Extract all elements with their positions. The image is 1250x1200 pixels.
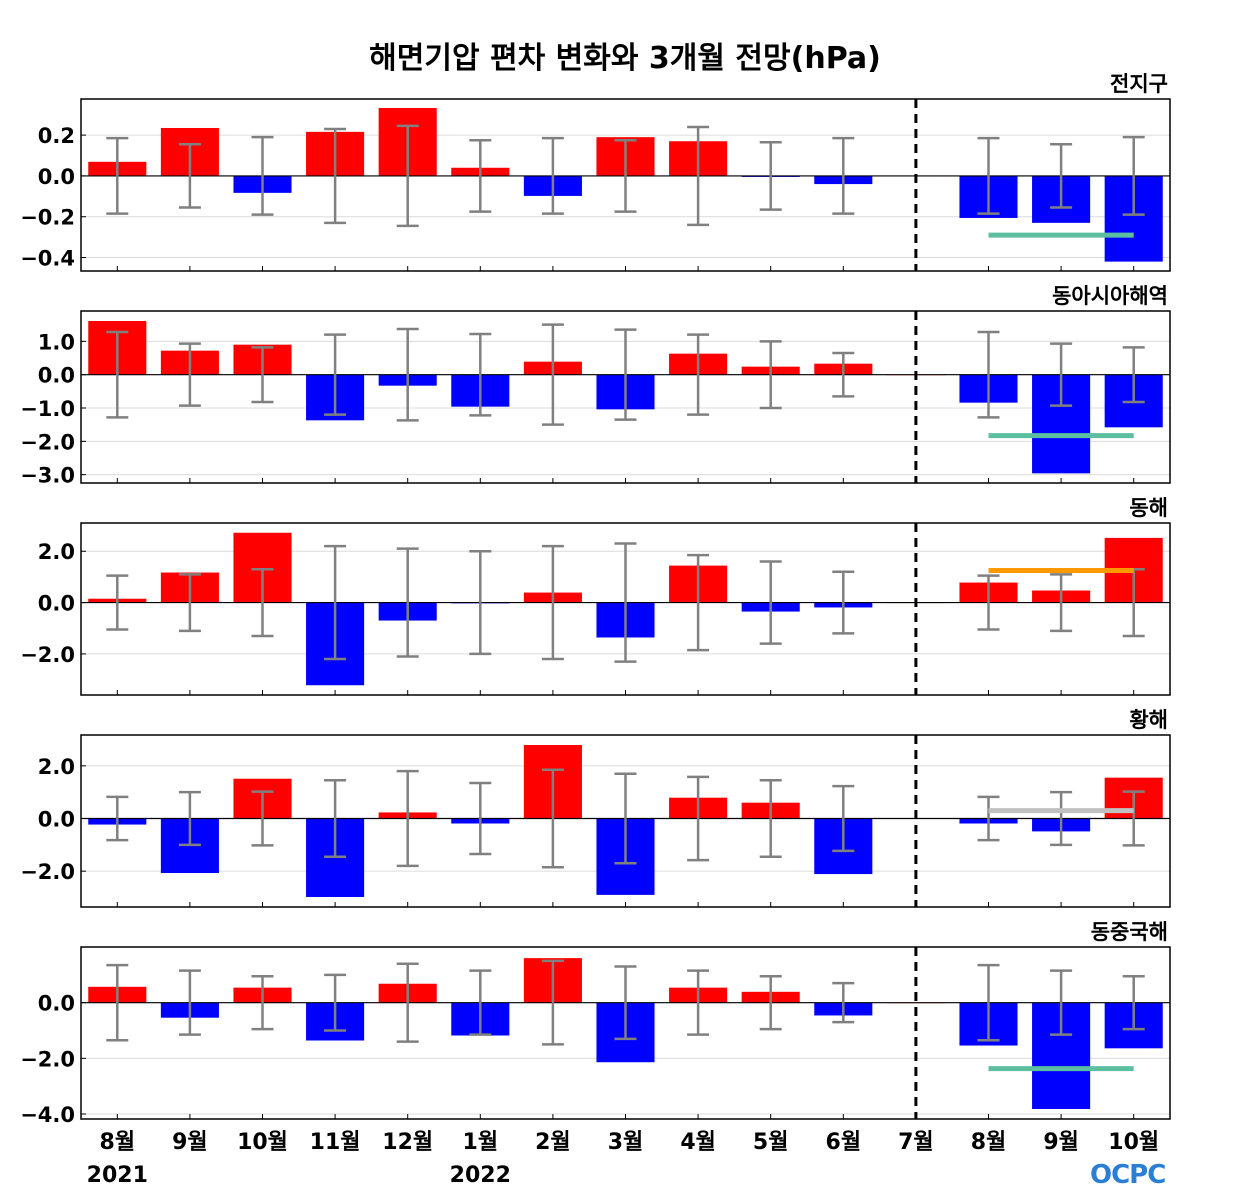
year-label: 2021 — [87, 1163, 148, 1188]
y-tick-label: −0.2 — [20, 206, 75, 230]
y-tick-label: 0.0 — [38, 992, 75, 1016]
panel-frame — [80, 946, 1171, 1120]
y-tick-label: 2.0 — [38, 540, 75, 564]
y-tick-label: −2.0 — [20, 643, 75, 667]
y-tick-label: −1.0 — [20, 397, 75, 421]
panel-frame — [80, 522, 1171, 696]
x-tick-label: 9월 — [172, 1130, 208, 1155]
panel-frame — [80, 310, 1171, 484]
y-tick-label: 0.0 — [38, 592, 75, 616]
y-tick-label: 1.0 — [38, 330, 75, 354]
panel-title: 황해 — [1129, 708, 1168, 732]
panel-title: 전지구 — [1110, 72, 1168, 96]
panel-frame — [80, 98, 1171, 272]
x-tick-label: 8월 — [100, 1130, 136, 1155]
panel-title: 동아시아해역 — [1052, 284, 1168, 308]
y-tick-label: −2.0 — [20, 430, 75, 454]
x-tick-label: 9월 — [1043, 1130, 1079, 1155]
x-tick-label: 5월 — [753, 1130, 789, 1155]
x-tick-label: 10월 — [237, 1130, 288, 1155]
y-tick-label: −2.0 — [20, 860, 75, 884]
panel-title: 동중국해 — [1091, 920, 1168, 944]
y-tick-label: −2.0 — [20, 1047, 75, 1071]
x-tick-label: 1월 — [463, 1130, 499, 1155]
panel-frame — [80, 734, 1171, 908]
x-tick-label: 3월 — [608, 1130, 644, 1155]
ocpc-logo: OCPC — [1090, 1160, 1166, 1190]
y-tick-label: 0.0 — [38, 165, 75, 189]
panel-title: 동해 — [1129, 496, 1168, 520]
x-tick-label: 12월 — [382, 1130, 433, 1155]
y-tick-label: 0.0 — [38, 807, 75, 831]
y-tick-label: −3.0 — [20, 464, 75, 488]
x-tick-label: 10월 — [1108, 1130, 1159, 1155]
year-label: 2022 — [450, 1163, 511, 1188]
x-tick-label: 7월 — [898, 1130, 934, 1155]
y-tick-label: 0.2 — [38, 124, 75, 148]
chart-title: 해면기압 편차 변화와 3개월 전망(hPa) — [369, 41, 881, 76]
x-tick-label: 8월 — [971, 1130, 1007, 1155]
x-tick-label: 11월 — [310, 1130, 361, 1155]
x-tick-label: 4월 — [680, 1130, 716, 1155]
x-tick-label: 2월 — [535, 1130, 571, 1155]
y-tick-label: 2.0 — [38, 755, 75, 779]
y-tick-label: 0.0 — [38, 364, 75, 388]
y-tick-label: −0.4 — [20, 247, 75, 271]
x-tick-label: 6월 — [826, 1130, 862, 1155]
y-tick-label: −4.0 — [20, 1103, 75, 1127]
